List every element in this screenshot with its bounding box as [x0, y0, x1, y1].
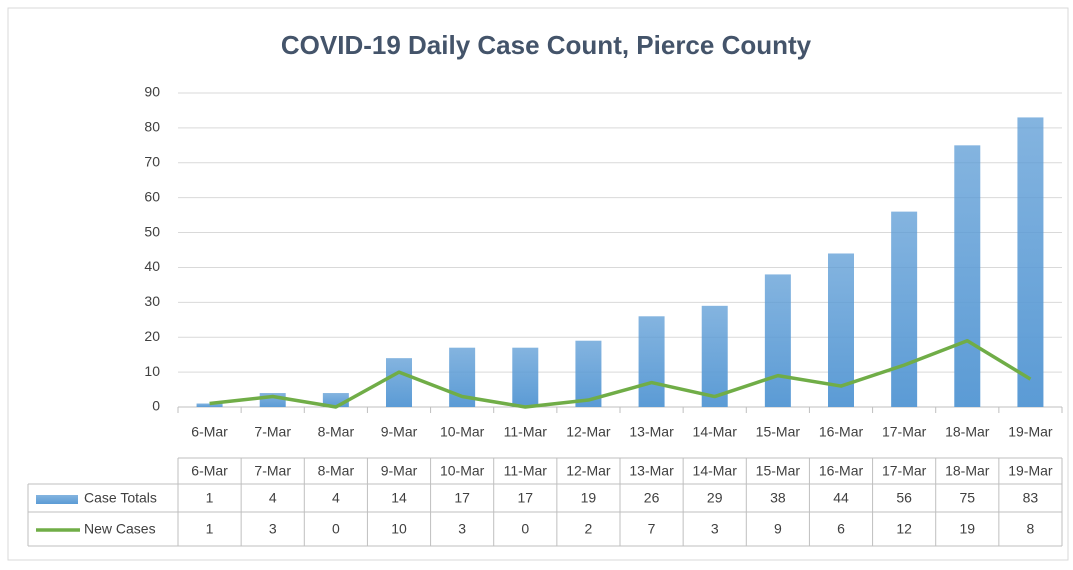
line — [209, 338, 1032, 409]
table-header: 17-Mar — [882, 463, 927, 479]
bar — [701, 305, 728, 407]
table-cell: 3 — [269, 521, 277, 537]
bar — [891, 211, 918, 407]
y-tick-label: 50 — [144, 223, 160, 239]
table-cell: 19 — [581, 490, 597, 506]
y-tick-label: 90 — [144, 84, 160, 100]
table-cell: 8 — [1027, 521, 1035, 537]
table-header: 9-Mar — [381, 463, 418, 479]
table-header: 12-Mar — [566, 463, 611, 479]
x-tick-label: 17-Mar — [882, 424, 927, 440]
x-tick-label: 10-Mar — [440, 424, 485, 440]
y-tick-label: 80 — [144, 119, 160, 135]
table-cell: 29 — [707, 490, 723, 506]
x-tick-label: 13-Mar — [629, 424, 674, 440]
table-cell: 1 — [206, 521, 214, 537]
y-tick-label: 60 — [144, 188, 160, 204]
table-cell: 44 — [833, 490, 849, 506]
bar — [386, 358, 412, 407]
x-tick-label: 11-Mar — [504, 424, 548, 440]
table-cell: 7 — [648, 521, 656, 537]
table-cell: 1 — [206, 490, 214, 506]
x-tick-label: 18-Mar — [945, 424, 990, 440]
table-cell: 17 — [517, 490, 533, 506]
table-cell: 10 — [391, 521, 407, 537]
table-cell: 26 — [644, 490, 660, 506]
table-cell: 4 — [332, 490, 340, 506]
bar — [196, 403, 223, 407]
table-cell: 38 — [770, 490, 786, 506]
bar — [954, 145, 981, 408]
y-tick-label: 10 — [144, 363, 160, 379]
table-cell: 0 — [521, 521, 529, 537]
y-tick-label: 0 — [152, 398, 160, 414]
table-header: 14-Mar — [693, 463, 738, 479]
x-tick-label: 14-Mar — [693, 424, 738, 440]
table-header: 16-Mar — [819, 463, 864, 479]
chart-title: COVID-19 Daily Case Count, Pierce County — [281, 30, 812, 60]
table-cell: 2 — [585, 521, 593, 537]
table-cell: 19 — [959, 521, 975, 537]
legend-label: New Cases — [84, 521, 156, 537]
x-tick-label: 15-Mar — [756, 424, 801, 440]
table-cell: 56 — [896, 490, 912, 506]
x-tick-label: 9-Mar — [381, 424, 418, 440]
legend-key — [36, 495, 78, 504]
table-header: 10-Mar — [440, 463, 485, 479]
table-cell: 83 — [1023, 490, 1039, 506]
table-cell: 17 — [454, 490, 470, 506]
x-tick-label: 16-Mar — [819, 424, 864, 440]
table-cell: 4 — [269, 490, 277, 506]
table-header: 11-Mar — [504, 463, 548, 479]
y-tick-label: 70 — [144, 153, 160, 169]
bar — [1017, 117, 1044, 407]
bar — [638, 316, 665, 407]
table-cell: 14 — [391, 490, 407, 506]
y-tick-label: 40 — [144, 258, 160, 274]
table-cell: 3 — [458, 521, 466, 537]
table-cell: 12 — [896, 521, 912, 537]
legend-label: Case Totals — [84, 490, 157, 506]
table-header: 15-Mar — [756, 463, 801, 479]
x-tick-label: 6-Mar — [191, 424, 228, 440]
table-cell: 0 — [332, 521, 340, 537]
y-tick-label: 30 — [144, 293, 160, 309]
table-cell: 75 — [959, 490, 975, 506]
table-header: 7-Mar — [254, 463, 291, 479]
x-tick-label: 19-Mar — [1008, 424, 1053, 440]
bar — [512, 347, 539, 407]
table-cell: 3 — [711, 521, 719, 537]
x-tick-label: 12-Mar — [566, 424, 611, 440]
table-cell: 6 — [837, 521, 845, 537]
table-header: 18-Mar — [945, 463, 990, 479]
x-tick-label: 7-Mar — [254, 424, 291, 440]
x-tick-label: 8-Mar — [318, 424, 355, 440]
table-cell: 9 — [774, 521, 782, 537]
y-tick-label: 20 — [144, 328, 160, 344]
table-header: 6-Mar — [191, 463, 228, 479]
table-header: 8-Mar — [318, 463, 355, 479]
table-header: 19-Mar — [1008, 463, 1053, 479]
table-header: 13-Mar — [629, 463, 674, 479]
bar — [764, 274, 791, 407]
